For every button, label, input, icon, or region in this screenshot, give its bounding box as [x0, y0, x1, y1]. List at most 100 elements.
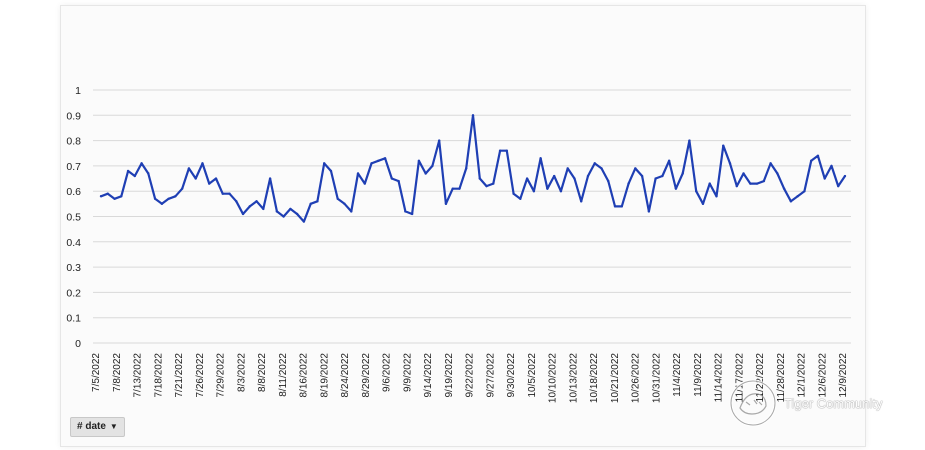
- data-point: [546, 187, 549, 190]
- data-point: [302, 220, 306, 223]
- data-point: [282, 215, 285, 218]
- data-point: [681, 172, 684, 175]
- x-tick-label: 8/24/2022: [340, 353, 351, 398]
- data-point: [722, 144, 725, 147]
- data-point: [701, 202, 705, 206]
- data-point: [715, 195, 718, 198]
- data-point: [248, 205, 251, 208]
- data-point: [370, 162, 373, 165]
- data-point: [363, 182, 366, 185]
- field-button-label: # date: [77, 421, 106, 432]
- x-tick-label: 12/1/2022: [797, 353, 808, 398]
- date-field-button[interactable]: # date ▼: [70, 417, 125, 437]
- data-point: [417, 159, 421, 163]
- data-point: [410, 212, 414, 216]
- data-point: [769, 162, 772, 165]
- data-point: [613, 205, 617, 208]
- data-point: [830, 164, 833, 168]
- data-point: [336, 197, 339, 200]
- data-point: [654, 177, 657, 180]
- x-tick-label: 9/27/2022: [485, 353, 496, 398]
- data-point: [404, 210, 407, 213]
- data-point: [241, 212, 245, 216]
- tiger-logo-icon: [729, 379, 777, 427]
- data-point: [809, 159, 813, 163]
- data-point: [140, 162, 143, 165]
- data-point: [228, 192, 231, 195]
- data-point: [735, 184, 738, 188]
- data-point: [776, 172, 779, 175]
- x-tick-label: 7/13/2022: [133, 353, 144, 398]
- data-point: [471, 114, 475, 117]
- data-point: [208, 182, 211, 185]
- data-point: [444, 202, 448, 206]
- data-point: [147, 172, 150, 175]
- line-chart: 00.10.20.30.40.50.60.70.80.91 7/5/2022 7/…: [66, 85, 851, 403]
- y-tick-label: 0.7: [66, 161, 81, 173]
- x-tick-label: 11/9/2022: [693, 353, 704, 397]
- x-tick-label: 9/19/2022: [444, 353, 455, 398]
- x-tick-label: 7/29/2022: [216, 353, 227, 398]
- data-point: [607, 179, 610, 183]
- x-tick-label: 8/3/2022: [236, 353, 247, 392]
- x-tick-label: 11/17/2022: [734, 353, 745, 403]
- data-point: [586, 174, 590, 178]
- y-tick-label: 0.2: [66, 287, 81, 299]
- watermark-text: Tiger Community: [784, 395, 883, 411]
- data-point: [492, 182, 495, 185]
- data-point: [600, 167, 603, 170]
- data-point: [431, 164, 434, 168]
- x-tick-label: 7/26/2022: [195, 353, 206, 398]
- data-point: [221, 192, 224, 195]
- data-point: [539, 157, 542, 160]
- data-point: [187, 167, 191, 170]
- y-tick-label: 0.1: [66, 313, 81, 325]
- data-point: [667, 159, 671, 163]
- data-point: [377, 159, 380, 163]
- x-tick-label: 10/10/2022: [548, 353, 559, 403]
- data-point: [525, 177, 529, 180]
- data-point: [695, 190, 698, 193]
- data-point: [465, 167, 468, 170]
- data-point: [796, 195, 799, 198]
- data-point: [789, 200, 793, 203]
- x-tick-label: 8/8/2022: [257, 353, 268, 392]
- data-point: [837, 184, 840, 188]
- data-point: [160, 202, 164, 206]
- data-point: [803, 190, 806, 193]
- data-point: [167, 197, 170, 200]
- data-point: [262, 207, 265, 211]
- x-tick-label: 11/4/2022: [672, 353, 683, 397]
- data-point: [620, 205, 623, 208]
- y-tick-label: 0.9: [66, 110, 81, 122]
- data-point: [343, 202, 346, 206]
- series-layer: [99, 114, 847, 223]
- data-point: [180, 187, 184, 190]
- data-point: [627, 182, 630, 185]
- data-point: [437, 139, 441, 142]
- x-tick-label: 7/21/2022: [174, 353, 185, 398]
- data-point: [559, 190, 563, 193]
- data-point: [640, 174, 644, 178]
- data-point: [674, 187, 678, 190]
- x-tick-label: 11/14/2022: [714, 353, 725, 403]
- data-point: [843, 174, 847, 178]
- data-point: [255, 200, 258, 203]
- y-axis-ticks: 0 0.1 0.2 0.3 0.4 0.5 0.6 0.7 0.8 0.9 1: [66, 85, 81, 350]
- x-tick-label: 7/8/2022: [112, 353, 123, 392]
- y-tick-label: 0: [75, 338, 81, 350]
- x-axis-ticks: 7/5/2022 7/8/2022 7/13/2022 7/18/2022 7/21/2…: [91, 353, 849, 403]
- data-point: [580, 200, 583, 203]
- data-point: [356, 172, 360, 175]
- x-tick-label: 10/21/2022: [610, 353, 621, 403]
- x-tick-label: 12/9/2022: [838, 353, 849, 398]
- x-tick-label: 10/18/2022: [589, 353, 600, 403]
- x-tick-label: 8/11/2022: [278, 353, 289, 397]
- data-point: [235, 200, 238, 203]
- data-point: [512, 192, 515, 195]
- data-point: [174, 195, 177, 198]
- x-tick-label: 8/16/2022: [299, 353, 310, 398]
- y-tick-label: 0.3: [66, 262, 81, 274]
- data-point: [742, 172, 745, 175]
- data-point: [634, 167, 637, 170]
